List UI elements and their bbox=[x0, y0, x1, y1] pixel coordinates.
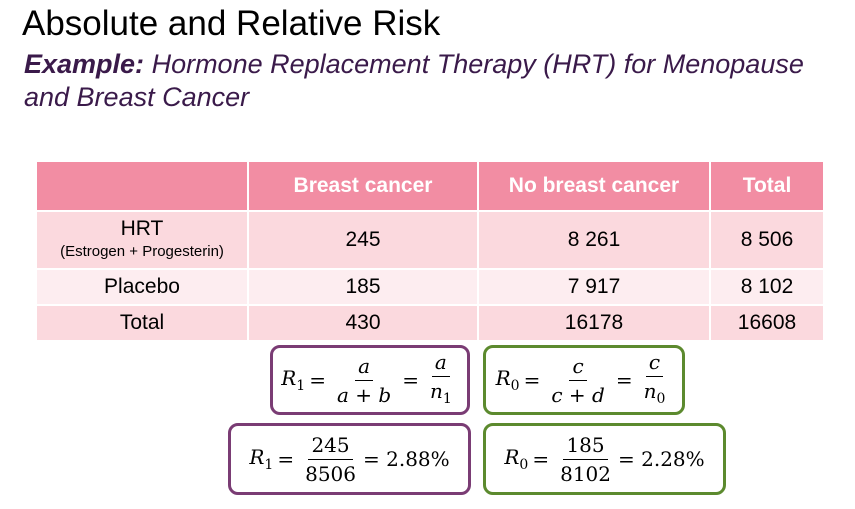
equals-sign: = bbox=[277, 447, 295, 471]
r0-result: = 2.28% bbox=[618, 447, 705, 471]
table-cell: 16178 bbox=[477, 304, 711, 342]
table-cell: 7 917 bbox=[477, 268, 711, 306]
r1-formula-box: R1 = a a + b = a n1 bbox=[270, 345, 470, 415]
r0-symbol: R0 bbox=[504, 445, 529, 473]
table-header-no-breast-cancer: No breast cancer bbox=[477, 160, 711, 212]
table-row: Placebo 185 7 917 8 102 bbox=[35, 268, 825, 306]
equals-sign: = bbox=[402, 368, 419, 392]
fraction-c-over-n0: c n0 bbox=[643, 349, 666, 407]
table-cell: 16608 bbox=[709, 304, 825, 342]
row-label-total: Total bbox=[35, 304, 249, 342]
table-header-row: Breast cancer No breast cancer Total bbox=[35, 160, 825, 212]
fraction-a-over-n1: a n1 bbox=[429, 349, 452, 407]
equals-sign: = bbox=[615, 368, 633, 392]
subtitle-label: Example: bbox=[24, 49, 145, 79]
equals-sign: = bbox=[532, 447, 550, 471]
table-cell: 8 261 bbox=[477, 210, 711, 270]
table-cell: 245 bbox=[247, 210, 479, 270]
equals-sign: = bbox=[309, 368, 326, 392]
table-cell: 8 102 bbox=[709, 268, 825, 306]
slide-subtitle: Example: Hormone Replacement Therapy (HR… bbox=[24, 48, 824, 114]
fraction-245-over-8506: 245 8506 bbox=[305, 432, 356, 486]
table-cell: 185 bbox=[247, 268, 479, 306]
row-label-sub: (Estrogen + Progesterin) bbox=[60, 243, 224, 260]
subtitle-text: Hormone Replacement Therapy (HRT) for Me… bbox=[24, 49, 804, 112]
r1-symbol: R1 bbox=[249, 445, 274, 473]
r1-result: = 2.88% bbox=[363, 447, 450, 471]
r0-formula-box: R0 = c c + d = c n0 bbox=[483, 345, 685, 415]
row-label-placebo: Placebo bbox=[35, 268, 249, 306]
fraction-185-over-8102: 185 8102 bbox=[560, 432, 611, 486]
risk-table: Breast cancer No breast cancer Total HRT… bbox=[35, 160, 825, 342]
r0-result-box: R0 = 185 8102 = 2.28% bbox=[483, 423, 726, 495]
table-row: Total 430 16178 16608 bbox=[35, 304, 825, 342]
fraction-a-over-a-plus-b: a a + b bbox=[336, 353, 392, 407]
r0-symbol: R0 bbox=[495, 366, 520, 394]
table-cell: 8 506 bbox=[709, 210, 825, 270]
slide-title: Absolute and Relative Risk bbox=[22, 4, 441, 43]
table-header-breast-cancer: Breast cancer bbox=[247, 160, 479, 212]
fraction-c-over-c-plus-d: c c + d bbox=[551, 353, 605, 407]
table-cell: 430 bbox=[247, 304, 479, 342]
equals-sign: = bbox=[523, 368, 541, 392]
table-header-empty bbox=[35, 160, 249, 212]
table-row: HRT (Estrogen + Progesterin) 245 8 261 8… bbox=[35, 210, 825, 270]
r1-result-box: R1 = 245 8506 = 2.88% bbox=[228, 423, 471, 495]
row-label-main: HRT bbox=[120, 217, 164, 240]
r1-symbol: R1 bbox=[281, 366, 306, 394]
table-header-total: Total bbox=[709, 160, 825, 212]
row-label-hrt: HRT (Estrogen + Progesterin) bbox=[35, 210, 249, 270]
